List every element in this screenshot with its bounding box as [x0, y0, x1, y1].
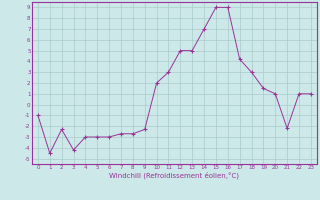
X-axis label: Windchill (Refroidissement éolien,°C): Windchill (Refroidissement éolien,°C): [109, 172, 239, 179]
